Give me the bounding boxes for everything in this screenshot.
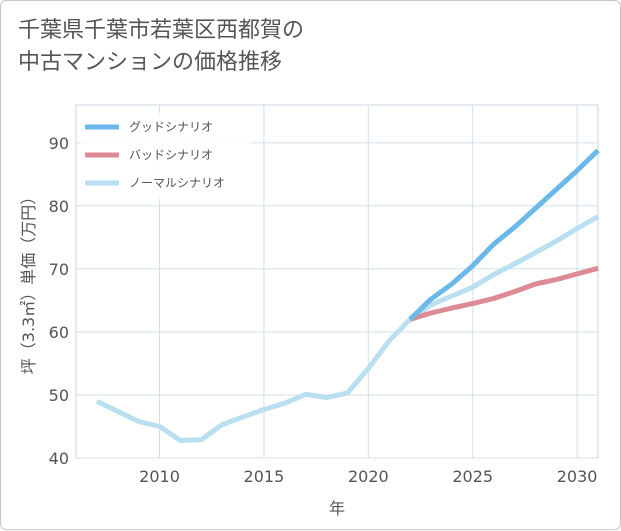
y-tick-label: 70 <box>49 260 69 279</box>
y-tick-label: 40 <box>49 449 69 468</box>
x-axis-title: 年 <box>329 499 345 518</box>
y-tick-label: 50 <box>49 386 69 405</box>
x-tick-label: 2030 <box>557 467 598 486</box>
x-tick-label: 2015 <box>244 467 285 486</box>
series-line-2 <box>409 265 599 322</box>
chart-title: 千葉県千葉市若葉区西都賀の 中古マンションの価格推移 <box>18 15 304 79</box>
legend-label-1: グッドシナリオ <box>129 120 213 134</box>
y-tick-label: 90 <box>49 134 69 153</box>
series-line-3 <box>95 214 600 443</box>
x-tick-label: 2010 <box>139 467 180 486</box>
chart-title-line1: 千葉県千葉市若葉区西都賀の <box>18 18 305 43</box>
chart-title-line2: 中古マンションの価格推移 <box>18 50 283 75</box>
y-tick-label: 80 <box>49 197 69 216</box>
x-axis-ticks: 2010 2015 2020 2025 2030 <box>139 467 597 486</box>
x-tick-label: 2020 <box>348 467 389 486</box>
x-tick-label: 2025 <box>452 467 493 486</box>
legend-label-3: ノーマルシナリオ <box>129 176 225 190</box>
legend-label-2: バッドシナリオ <box>129 148 213 162</box>
series-layer <box>95 148 600 443</box>
series-line-1 <box>408 148 600 322</box>
y-tick-label: 60 <box>49 323 69 342</box>
y-axis-ticks: 40 50 60 70 80 90 <box>49 134 69 468</box>
y-axis-title: 坪（3.3㎡）単価（万円） <box>19 189 38 374</box>
